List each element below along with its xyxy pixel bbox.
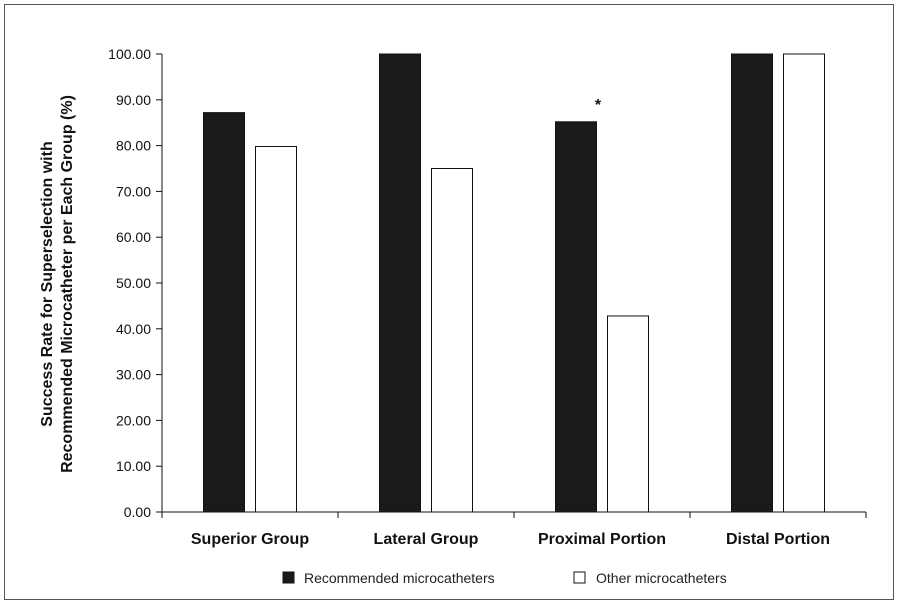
y-tick-label-40-00: 40.00 — [116, 321, 151, 337]
y-tick-labels: 0.00 10.00 20.00 30.00 40.00 50.00 60.00 70.00 8… — [108, 46, 151, 520]
y-tick-label-100-00: 100.00 — [108, 46, 151, 62]
significance-asterisk: * — [595, 97, 602, 114]
category-label-proximal-portion: Proximal Portion — [538, 531, 666, 548]
legend-label-other: Other microcatheters — [596, 570, 727, 586]
legend-swatch-recommended — [282, 571, 295, 584]
y-tick-label-20-00: 20.00 — [116, 412, 151, 428]
bar-proximal-portion-recommended-microcatheters — [555, 121, 597, 513]
legend-swatch-other — [573, 571, 586, 584]
y-tick-label-60-00: 60.00 — [116, 229, 151, 245]
y-axis-label-line-2: Recommended Microcatheter per Each Group… — [59, 95, 76, 473]
bar-lateral-group-other-microcatheters — [431, 168, 473, 513]
category-label-distal-portion: Distal Portion — [726, 531, 830, 548]
bar-distal-portion-recommended-microcatheters — [731, 53, 773, 513]
y-tick-label-90-00: 90.00 — [116, 92, 151, 108]
y-tick-label-30-00: 30.00 — [116, 367, 151, 383]
y-tick-label-70-00: 70.00 — [116, 183, 151, 199]
y-axis-label-line-1: Success Rate for Superselection with — [39, 141, 56, 426]
bar-superior-group-recommended-microcatheters — [203, 112, 245, 513]
y-tick-label-80-00: 80.00 — [116, 138, 151, 154]
category-label-superior-group: Superior Group — [191, 531, 309, 548]
legend: Recommended microcatheters Other microca… — [282, 570, 727, 586]
annotations: * — [595, 97, 602, 114]
category-labels: Superior Group Lateral Group Proximal Port… — [191, 531, 830, 548]
bar-lateral-group-recommended-microcatheters — [379, 53, 421, 513]
y-tick-label-10-00: 10.00 — [116, 458, 151, 474]
bars — [203, 53, 825, 513]
bar-distal-portion-other-microcatheters — [783, 53, 825, 513]
y-axis-label: Success Rate for Superselection with Rec… — [39, 95, 76, 473]
bar-proximal-portion-other-microcatheters — [607, 315, 649, 513]
y-tick-label-50-00: 50.00 — [116, 275, 151, 291]
category-label-lateral-group: Lateral Group — [374, 531, 479, 548]
bar-superior-group-other-microcatheters — [255, 146, 297, 513]
legend-label-recommended: Recommended microcatheters — [304, 570, 495, 586]
y-tick-label-0-00: 0.00 — [124, 504, 151, 520]
